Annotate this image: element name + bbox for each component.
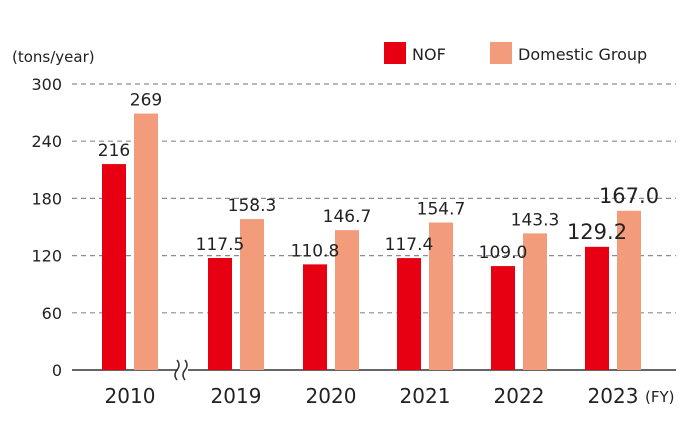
value-label: 109.0 <box>479 243 528 263</box>
bar-nof-2010 <box>102 164 126 370</box>
y-tick-label: 0 <box>52 361 62 380</box>
grid-lines <box>72 83 676 371</box>
legend: NOF Domestic Group <box>384 42 647 64</box>
value-label: 154.7 <box>417 200 466 220</box>
bar-nof-2021 <box>397 258 421 370</box>
value-label: 117.5 <box>196 235 245 255</box>
bar-nof-2020 <box>303 264 327 370</box>
y-tick-label: 240 <box>31 132 62 151</box>
y-tick-label: 300 <box>31 75 62 94</box>
value-label: 216 <box>98 141 130 161</box>
y-tick-label: 120 <box>31 247 62 266</box>
axis-break-mark <box>174 358 188 382</box>
x-tick-label: 2019 <box>211 384 262 408</box>
x-tick-label: 2023 <box>588 384 639 408</box>
bar-domestic-group-2010 <box>134 113 158 370</box>
x-axis-unit: (FY) <box>645 388 675 406</box>
y-tick-label: 60 <box>42 304 62 323</box>
value-label: 117.4 <box>385 235 434 255</box>
legend-swatch-domestic-group <box>490 42 512 64</box>
bar-domestic-group-2021 <box>429 222 453 370</box>
bar-domestic-group-2022 <box>523 233 547 370</box>
bars <box>102 113 641 370</box>
value-label: 143.3 <box>511 210 560 230</box>
y-axis-ticks: 0 60 120 180 240 300 <box>31 75 62 380</box>
bar-nof-2019 <box>208 257 232 370</box>
value-label: 129.2 <box>567 220 627 244</box>
legend-label: NOF <box>412 45 446 64</box>
value-label: 269 <box>130 91 162 111</box>
axis-break-line <box>182 359 188 381</box>
bar-nof-2023 <box>585 246 609 370</box>
y-tick-label: 180 <box>31 189 62 208</box>
legend-label: Domestic Group <box>518 45 647 64</box>
axis-break-line <box>174 359 180 381</box>
x-tick-label: 2022 <box>494 384 545 408</box>
x-tick-label: 2021 <box>400 384 451 408</box>
bar-domestic-group-2020 <box>335 230 359 370</box>
x-axis-ticks: 2010 2019 2020 2021 2022 2023 <box>105 384 639 408</box>
x-tick-label: 2020 <box>306 384 357 408</box>
legend-swatch-nof <box>384 42 406 64</box>
value-label: 146.7 <box>323 207 372 227</box>
value-labels: 216 269 117.5 158.3 110.8 146.7 117.4 154.7 109.… <box>98 91 659 264</box>
bar-nof-2022 <box>491 266 515 370</box>
x-tick-label: 2010 <box>105 384 156 408</box>
value-label: 110.8 <box>291 241 340 261</box>
bar-domestic-group-2019 <box>240 219 264 370</box>
value-label: 158.3 <box>228 196 277 216</box>
bar-domestic-group-2023 <box>617 210 641 370</box>
value-label: 167.0 <box>599 184 659 208</box>
y-axis-label: (tons/year) <box>12 48 95 66</box>
